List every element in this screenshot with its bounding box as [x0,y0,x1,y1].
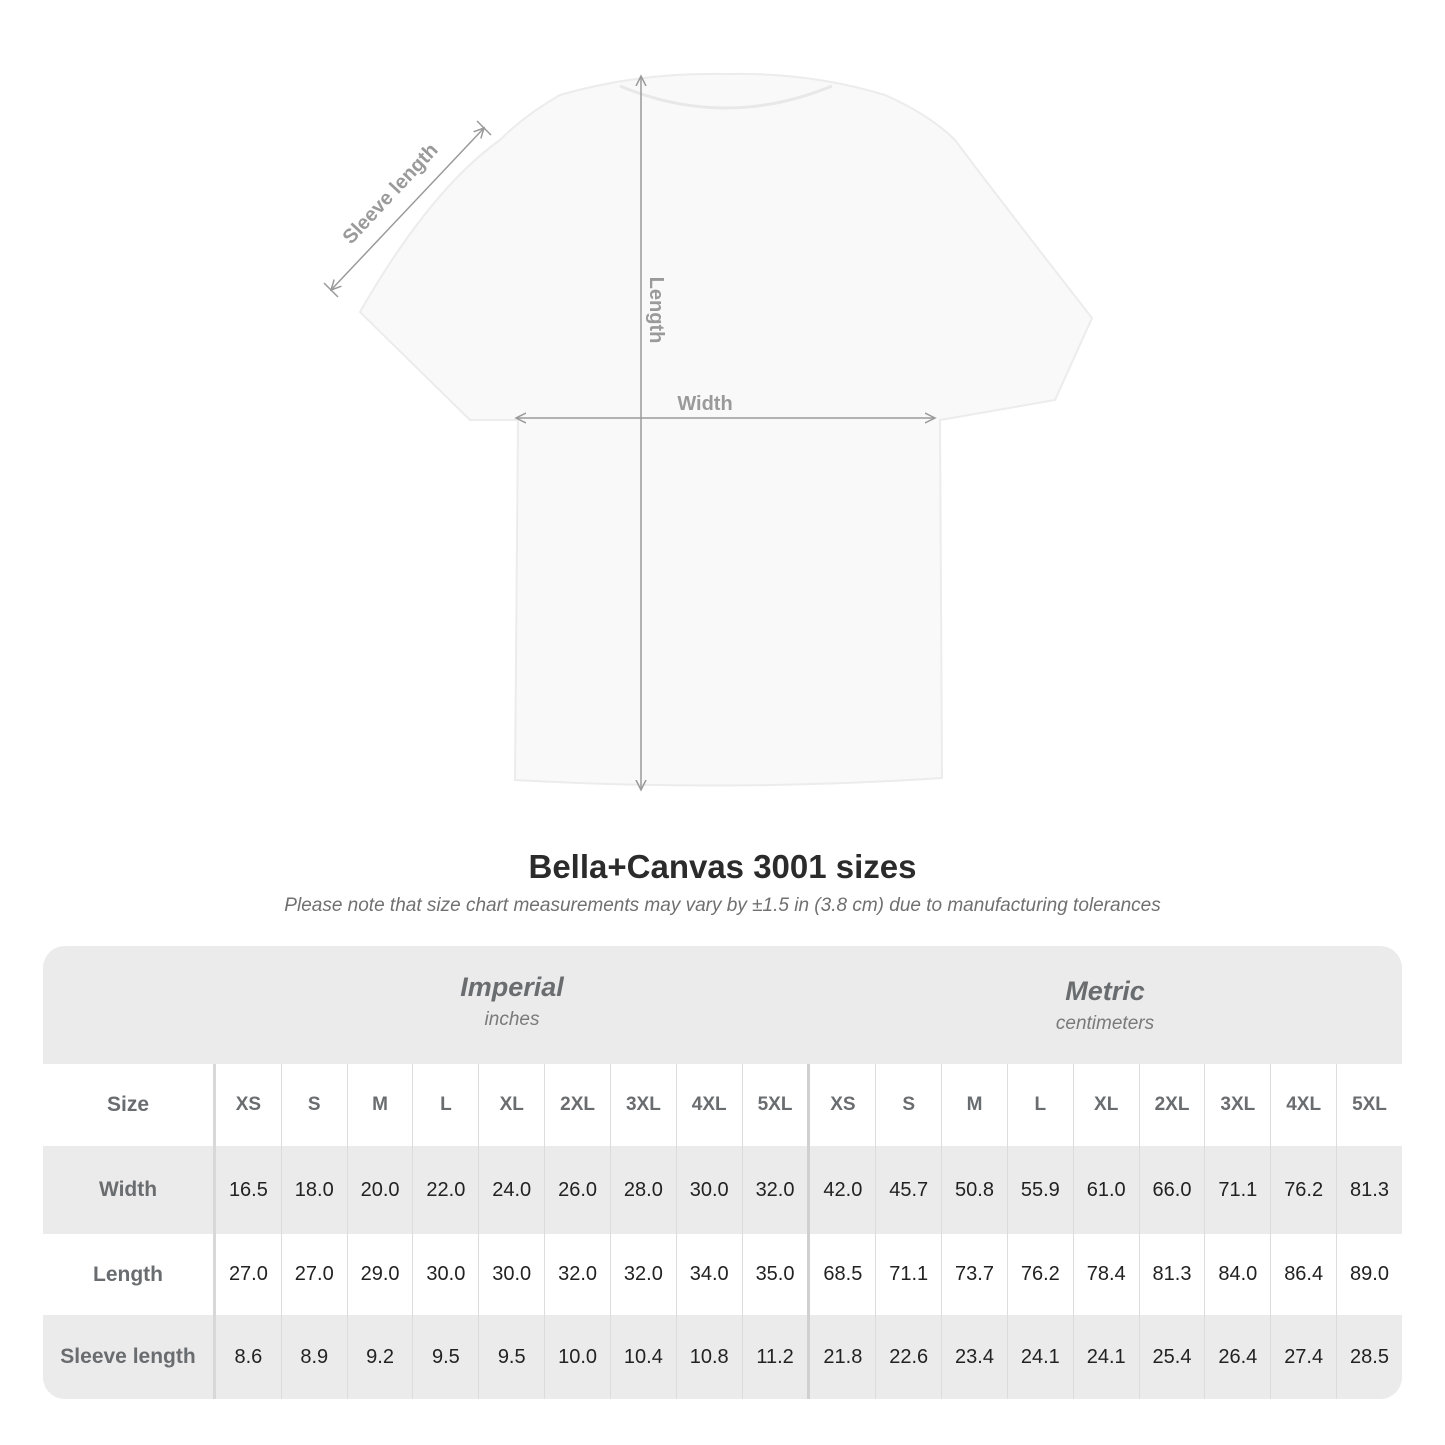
table-cell: 28.0 [611,1146,677,1234]
table-cell: 61.0 [1074,1146,1140,1234]
length-label: Length [645,277,667,344]
table-cell: 24.1 [1008,1315,1074,1399]
table-cell: 73.7 [942,1234,1008,1315]
row-label: Width [43,1146,216,1234]
table-cell: 23.4 [942,1315,1008,1399]
table-cell: 34.0 [677,1234,743,1315]
chart-title: Bella+Canvas 3001 sizes [528,848,917,885]
table-cell: 24.0 [479,1146,546,1234]
row-label: Sleeve length [43,1315,216,1399]
table-cell: S [876,1064,943,1146]
table-cell: 30.0 [479,1234,546,1315]
table-cell: 71.1 [1205,1146,1272,1234]
table-cell: 42.0 [810,1146,877,1234]
table-cell: 26.4 [1205,1315,1272,1399]
width-label: Width [677,393,732,415]
table-cell: 27.0 [282,1234,348,1315]
table-cell: XL [1074,1064,1140,1146]
table-cell: 8.6 [216,1315,282,1399]
table-cell: 76.2 [1008,1234,1074,1315]
table-cell: 27.0 [216,1234,282,1315]
imperial-header: Imperial inches [216,946,808,1064]
table-row: Sleeve length 8.6 8.9 9.2 9.5 9.5 10.0 10.4 10.8… [43,1315,1402,1399]
table-cell: 29.0 [348,1234,414,1315]
row-label: Length [43,1234,216,1315]
table-cell: 9.5 [479,1315,546,1399]
table-cell: 32.0 [545,1234,611,1315]
table-cell: S [282,1064,348,1146]
imperial-title: Imperial [460,972,564,1002]
table-cell: 81.3 [1350,1178,1389,1201]
table-cell: 76.2 [1271,1146,1338,1234]
table-cell: 22.0 [413,1146,480,1234]
table-cell: 78.4 [1074,1234,1140,1315]
table-row: Width 16.5 18.0 20.0 22.0 24.0 26.0 28.0 30.0 32.… [43,1146,1402,1234]
size-table: Imperial inches Metric centimeters Size … [43,946,1402,1399]
table-cell: 45.7 [876,1146,943,1234]
table-cell: 32.0 [743,1146,811,1234]
sleeve-arrow [331,128,484,290]
table-cell: 22.6 [876,1315,943,1399]
table-cell: 86.4 [1271,1234,1338,1315]
table-cell: XS [810,1064,877,1146]
table-cell: 30.0 [413,1234,480,1315]
size-row: Size XS S M L XL 2XL 3XL 4XL 5XL XS S M L XL 2XL 3XL 4XL… [43,1064,1402,1146]
table-cell: 21.8 [810,1315,877,1399]
table-cell: 84.0 [1205,1234,1272,1315]
table-cell: 26.0 [545,1146,611,1234]
table-cell: L [1008,1064,1074,1146]
table-cell: 11.2 [743,1315,811,1399]
table-cell: M [942,1064,1008,1146]
table-cell: 35.0 [743,1234,811,1315]
table-cell: 18.0 [282,1146,348,1234]
metric-header: Metric centimeters [808,946,1402,1064]
table-cell: 89.0 [1350,1263,1389,1285]
table-cell: 24.1 [1074,1315,1140,1399]
table-cell: 66.0 [1140,1146,1206,1234]
table-cell: 20.0 [348,1146,414,1234]
table-cell: 16.5 [216,1146,282,1234]
table-cell: XS [216,1064,282,1146]
table-cell: 2XL [545,1064,611,1146]
tshirt-shape [358,72,1094,787]
table-cell: 55.9 [1008,1146,1074,1234]
table-cell: 2XL [1140,1064,1206,1146]
table-cell: 25.4 [1140,1315,1206,1399]
table-cell: 10.8 [677,1315,743,1399]
table-cell: 8.9 [282,1315,348,1399]
tshirt-diagram: Sleeve length Length Width [323,72,1094,820]
metric-unit: centimeters [1055,1013,1155,1034]
table-cell: 28.5 [1350,1345,1389,1368]
tolerance-note: Please note that size chart measurements… [284,895,1161,916]
table-cell: 32.0 [611,1234,677,1315]
table-cell: 9.2 [348,1315,414,1399]
table-cell: 3XL [1205,1064,1272,1146]
imperial-unit: inches [484,1009,540,1030]
table-cell: 9.5 [413,1315,480,1399]
table-cell: 81.3 [1140,1234,1206,1315]
table-cell: XL [479,1064,546,1146]
table-cell: L [413,1064,480,1146]
table-cell: 71.1 [876,1234,943,1315]
table-cell: 5XL [1352,1094,1387,1115]
table-cell: 68.5 [810,1234,877,1315]
size-label: Size [43,1064,216,1146]
table-cell: 10.0 [545,1315,611,1399]
table-cell: 4XL [677,1064,743,1146]
table-cell: 5XL [743,1064,811,1146]
table-cell: 10.4 [611,1315,677,1399]
table-cell: 30.0 [677,1146,743,1234]
metric-title: Metric [1065,976,1145,1006]
table-cell: 3XL [611,1064,677,1146]
table-row: Length 27.0 27.0 29.0 30.0 30.0 32.0 32.0 34.0 35… [43,1234,1402,1315]
table-cell: 50.8 [942,1146,1008,1234]
table-cell: 27.4 [1271,1315,1338,1399]
table-cell: 4XL [1271,1064,1338,1146]
table-cell: M [348,1064,414,1146]
